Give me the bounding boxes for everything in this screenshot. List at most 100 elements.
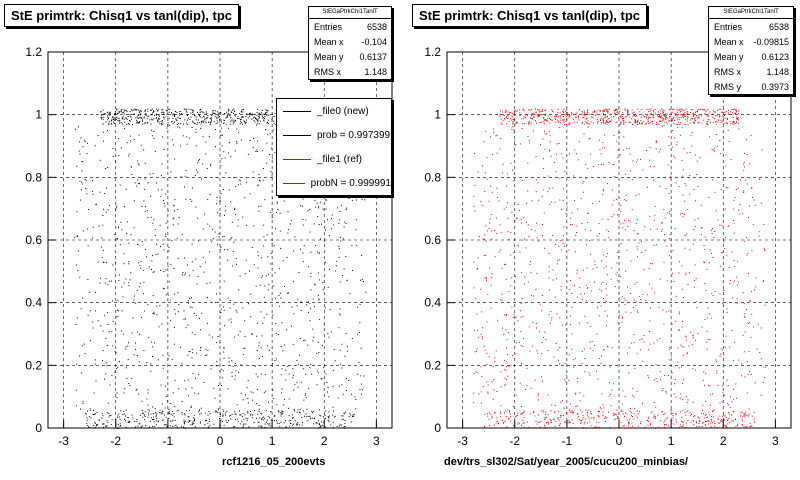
scatter-point <box>203 271 205 273</box>
scatter-point <box>719 293 721 295</box>
scatter-point <box>155 416 157 418</box>
scatter-point <box>143 310 145 312</box>
scatter-point <box>646 294 648 296</box>
scatter-point <box>162 354 164 356</box>
scatter-point <box>342 238 344 240</box>
scatter-point <box>663 112 664 114</box>
scatter-point <box>257 376 259 378</box>
scatter-point <box>150 413 152 415</box>
scatter-point <box>350 421 352 423</box>
scatter-point <box>647 420 648 422</box>
scatter-point <box>649 116 651 118</box>
scatter-point <box>552 111 554 113</box>
scatter-point <box>228 357 230 359</box>
scatter-point <box>82 401 84 403</box>
scatter-point <box>619 154 621 156</box>
scatter-point <box>359 388 361 390</box>
scatter-point <box>568 116 570 117</box>
scatter-point <box>171 358 173 360</box>
scatter-point <box>658 427 660 429</box>
scatter-point <box>219 201 221 202</box>
scatter-point <box>727 423 729 425</box>
scatter-point <box>348 416 350 418</box>
scatter-point <box>505 383 507 385</box>
scatter-point <box>522 346 524 347</box>
scatter-point <box>723 108 724 110</box>
scatter-point <box>629 122 631 124</box>
scatter-point <box>496 152 498 154</box>
scatter-point <box>112 300 113 302</box>
scatter-point <box>523 337 524 339</box>
scatter-point <box>228 114 230 116</box>
scatter-point <box>730 159 732 161</box>
scatter-point <box>635 120 636 121</box>
scatter-point <box>157 121 158 123</box>
scatter-point <box>88 209 89 210</box>
scatter-point <box>736 118 738 120</box>
scatter-point <box>221 121 222 123</box>
scatter-point <box>698 116 700 118</box>
scatter-point <box>486 280 487 282</box>
scatter-point <box>291 306 293 308</box>
scatter-point <box>505 111 507 113</box>
scatter-point <box>720 119 722 121</box>
scatter-point <box>234 207 236 209</box>
scatter-point <box>213 112 215 114</box>
scatter-point <box>726 117 728 119</box>
scatter-point <box>633 229 635 231</box>
scatter-point <box>264 390 266 392</box>
scatter-point <box>255 365 256 367</box>
scatter-point <box>265 410 267 412</box>
scatter-point <box>688 177 690 179</box>
scatter-point <box>191 187 193 189</box>
scatter-point <box>518 341 520 343</box>
scatter-point <box>514 110 516 112</box>
y-tick-label: 0.6 <box>424 233 441 247</box>
scatter-point <box>264 113 266 115</box>
scatter-point <box>673 423 675 425</box>
scatter-point <box>664 114 665 116</box>
scatter-point <box>76 317 78 319</box>
scatter-point <box>569 403 571 405</box>
scatter-point <box>598 139 600 141</box>
scatter-point <box>196 352 198 354</box>
scatter-point <box>130 135 132 137</box>
scatter-point <box>235 413 237 415</box>
scatter-point <box>221 421 223 423</box>
scatter-point <box>645 117 647 119</box>
scatter-point <box>167 294 169 296</box>
scatter-point <box>93 392 95 394</box>
scatter-point <box>598 411 600 413</box>
scatter-point <box>656 339 658 341</box>
scatter-point <box>103 140 104 142</box>
scatter-point <box>507 217 509 219</box>
scatter-point <box>490 413 492 415</box>
scatter-point <box>152 346 154 348</box>
scatter-point <box>105 425 106 427</box>
scatter-point <box>327 387 329 389</box>
scatter-point <box>210 118 212 120</box>
scatter-point <box>701 227 703 229</box>
scatter-point <box>82 297 84 299</box>
scatter-point <box>620 121 621 123</box>
scatter-point <box>554 116 556 118</box>
scatter-point <box>123 112 125 114</box>
scatter-point <box>220 308 222 310</box>
scatter-point <box>694 119 696 121</box>
scatter-point <box>289 223 291 225</box>
scatter-point <box>528 142 530 144</box>
scatter-point <box>568 123 570 125</box>
scatter-point <box>637 232 639 234</box>
scatter-point <box>577 377 579 379</box>
scatter-point <box>327 286 329 288</box>
scatter-point <box>704 424 706 426</box>
scatter-point <box>346 207 348 209</box>
scatter-point <box>661 120 663 122</box>
scatter-point <box>599 114 601 116</box>
scatter-point <box>707 124 709 125</box>
scatter-point <box>345 209 347 210</box>
scatter-point <box>501 122 503 124</box>
scatter-point <box>542 167 544 169</box>
scatter-point <box>744 166 746 168</box>
scatter-point <box>736 116 737 118</box>
